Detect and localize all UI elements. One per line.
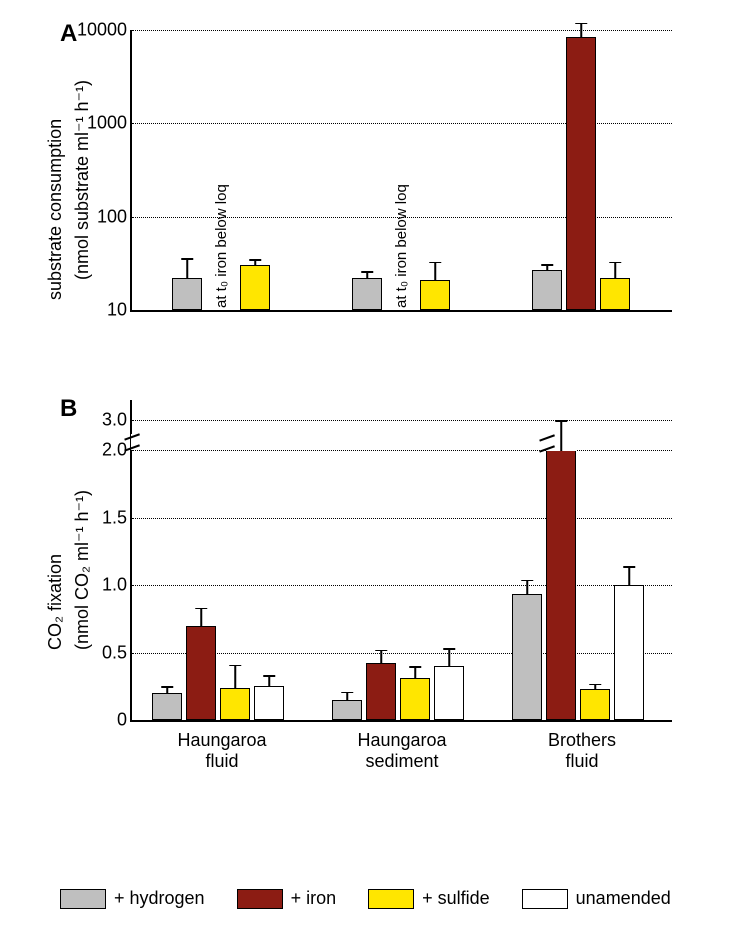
- panel-b-plot: 00.51.01.52.03.0HaungaroafluidHaungaroas…: [130, 400, 672, 722]
- bar-unamended: [254, 686, 284, 720]
- bar-unamended: [614, 585, 644, 720]
- bar-sulfide: [420, 280, 450, 310]
- bar-hydrogen: [332, 700, 362, 720]
- gridline: [132, 420, 672, 421]
- ytick: 0: [117, 710, 127, 731]
- category-label: Haungaroafluid: [142, 730, 302, 772]
- panel-a-plot: 10100100010000at t₀ iron below loqat t₀ …: [130, 30, 672, 312]
- bar-hydrogen: [512, 594, 542, 720]
- ytick: 1000: [87, 113, 127, 134]
- bar-iron: [366, 663, 396, 720]
- bar-sulfide: [580, 689, 610, 720]
- ytick: 10000: [77, 20, 127, 41]
- ytick: 10: [107, 300, 127, 321]
- category-label: Brothersfluid: [502, 730, 662, 772]
- ytick: 100: [97, 206, 127, 227]
- bar-group: Brothersfluid: [512, 450, 644, 720]
- panel-b-label: B: [60, 395, 77, 423]
- bar-unamended: [434, 666, 464, 720]
- panel-a-ylabel: substrate consumption: [45, 119, 66, 300]
- bar-group: Haungaroafluid: [152, 626, 284, 721]
- panel-a-label: A: [60, 20, 77, 48]
- legend-label: unamended: [576, 888, 671, 908]
- legend-label: + sulfide: [422, 888, 490, 908]
- panel-b-yunit: (nmol CO₂ ml⁻¹ h⁻¹): [72, 490, 93, 650]
- panel-b-ylabel: CO₂ fixation: [45, 554, 66, 650]
- gridline: [132, 30, 672, 31]
- bar-group: at t₀ iron below loq: [352, 278, 450, 310]
- bar-iron: [566, 37, 596, 310]
- bar-group: at t₀ iron below loq: [172, 265, 270, 310]
- legend-item: + iron: [237, 888, 337, 909]
- bar-sulfide: [400, 678, 430, 720]
- bar-sulfide: [220, 688, 250, 720]
- panel-a-yunit: (nmol substrate ml⁻¹ h⁻¹): [72, 80, 93, 280]
- legend-label: + hydrogen: [114, 888, 205, 908]
- legend-item: unamended: [522, 888, 671, 909]
- category-label: Haungaroasediment: [322, 730, 482, 772]
- legend-swatch: [368, 889, 414, 909]
- ytick: 3.0: [102, 410, 127, 431]
- bar-hydrogen: [172, 278, 202, 310]
- legend: + hydrogen + iron + sulfide unamended: [60, 888, 671, 909]
- bar-sulfide: [240, 265, 270, 310]
- ytick: 2.0: [102, 440, 127, 461]
- bar-iron: [546, 450, 576, 720]
- legend-swatch: [60, 889, 106, 909]
- legend-item: + hydrogen: [60, 888, 205, 909]
- ytick: 0.5: [102, 642, 127, 663]
- legend-item: + sulfide: [368, 888, 490, 909]
- legend-swatch: [522, 889, 568, 909]
- bar-group: Haungaroasediment: [332, 663, 464, 720]
- legend-label: + iron: [291, 888, 337, 908]
- bar-hydrogen: [532, 270, 562, 310]
- bar-hydrogen: [152, 693, 182, 720]
- loq-note: at t₀ iron below loq: [393, 184, 410, 308]
- bar-iron: [186, 626, 216, 721]
- ytick: 1.5: [102, 507, 127, 528]
- bar-sulfide: [600, 278, 630, 310]
- loq-note: at t₀ iron below loq: [213, 184, 230, 308]
- axis-break: [131, 434, 133, 450]
- legend-swatch: [237, 889, 283, 909]
- bar-group: [532, 37, 630, 310]
- ytick: 1.0: [102, 575, 127, 596]
- figure: A substrate consumption (nmol substrate …: [0, 0, 739, 929]
- bar-hydrogen: [352, 278, 382, 310]
